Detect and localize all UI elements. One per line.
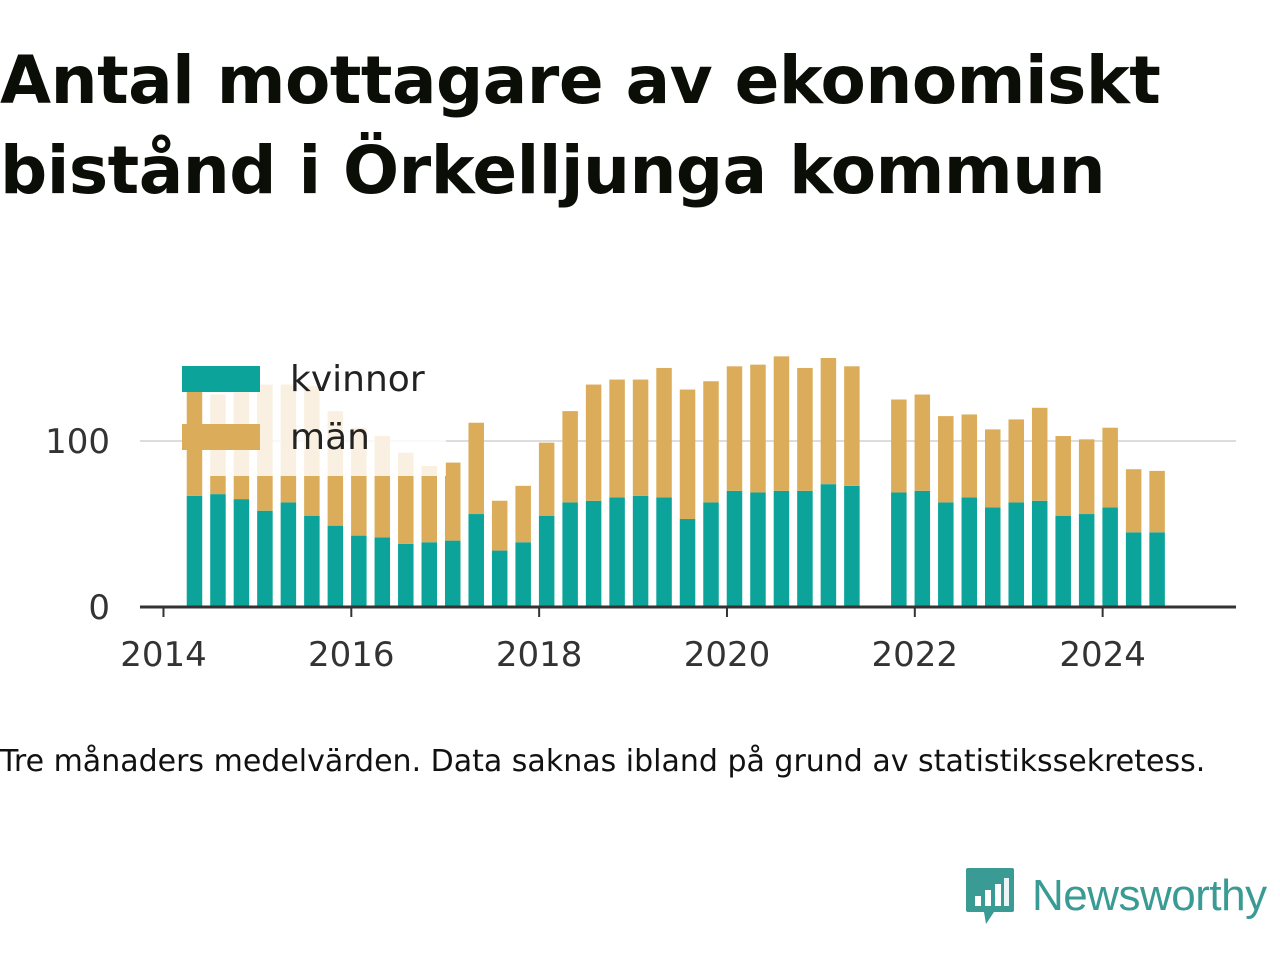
bar-kvinnor <box>186 495 203 607</box>
legend-swatch-man <box>182 424 260 450</box>
bar-man <box>1102 427 1118 508</box>
x-tick-label-2024: 2024 <box>1059 635 1146 675</box>
legend-label-kvinnor: kvinnor <box>290 359 425 400</box>
bar-kvinnor <box>421 542 438 607</box>
x-tick-label-2020: 2020 <box>684 635 771 675</box>
brand-name: Newsworthy <box>1032 871 1267 920</box>
x-tick-label-2022: 2022 <box>872 635 959 675</box>
legend-swatch-kvinnor <box>182 366 260 392</box>
bar-man <box>703 381 719 503</box>
bar-kvinnor <box>656 497 672 607</box>
x-tick-label-2016: 2016 <box>308 635 395 675</box>
bar-man <box>609 379 625 498</box>
bar-man <box>1149 470 1165 533</box>
bar-man <box>726 366 743 491</box>
bar-kvinnor <box>491 550 508 607</box>
bar-kvinnor <box>1031 500 1048 607</box>
legend-label-man: män <box>290 417 370 458</box>
bar-man <box>1031 407 1048 501</box>
bar-man <box>538 442 555 516</box>
bar-man <box>844 366 860 486</box>
newsworthy-logo: Newsworthy <box>964 864 1267 928</box>
bar-kvinnor <box>585 500 602 607</box>
bar-man <box>515 485 531 543</box>
bar-kvinnor <box>327 525 344 607</box>
bar-kvinnor <box>1102 507 1118 607</box>
y-tick-label-0: 0 <box>88 588 110 628</box>
bar-man <box>938 416 954 503</box>
bar-kvinnor <box>750 492 766 607</box>
bar-man <box>421 465 438 543</box>
newsworthy-bar-chart-icon <box>966 868 1014 924</box>
bar-man <box>773 356 790 491</box>
chart-title: Antal mottagare av ekonomiskt bistånd i … <box>0 42 1161 209</box>
bar-kvinnor <box>726 490 743 607</box>
bar-kvinnor <box>280 502 297 607</box>
bar-kvinnor <box>844 485 860 607</box>
bar-man <box>656 367 672 498</box>
bar-man <box>491 500 508 551</box>
bar-kvinnor <box>374 537 391 607</box>
bar-kvinnor <box>538 515 555 607</box>
bar-kvinnor <box>1149 532 1165 607</box>
bar-man <box>1078 439 1095 515</box>
bar-kvinnor <box>562 502 578 607</box>
x-tick-label-2014: 2014 <box>120 635 207 675</box>
bar-man <box>632 379 649 496</box>
bar-kvinnor <box>797 490 813 607</box>
bar-man <box>914 394 931 491</box>
bar-man <box>750 364 766 493</box>
bar-kvinnor <box>961 497 978 607</box>
bar-kvinnor <box>351 535 367 607</box>
bar-kvinnor <box>1008 502 1024 607</box>
bar-man <box>985 429 1001 508</box>
bar-kvinnor <box>304 515 320 607</box>
bar-kvinnor <box>703 502 719 607</box>
bar-man <box>679 389 696 520</box>
bar-man <box>468 422 484 515</box>
bar-chart: kvinnor män 2014 2016 2018 2020 2022 2024 0 100 <box>45 356 1236 675</box>
bar-kvinnor <box>398 543 414 607</box>
bar-kvinnor <box>257 510 273 607</box>
bar-kvinnor <box>938 502 954 607</box>
bar-man <box>444 462 461 541</box>
chart-note: Tre månaders medelvärden. Data saknas ib… <box>0 744 1206 779</box>
bar-kvinnor <box>891 492 907 607</box>
bar-kvinnor <box>210 494 226 607</box>
bar-man <box>1008 419 1024 503</box>
x-tick-label-2018: 2018 <box>496 635 583 675</box>
bar-kvinnor <box>444 540 461 607</box>
bar-man <box>1055 436 1071 516</box>
bar-man <box>891 399 907 493</box>
bar-kvinnor <box>820 484 837 607</box>
bar-kvinnor <box>1055 515 1071 607</box>
bar-kvinnor <box>679 519 696 607</box>
bar-kvinnor <box>1125 532 1142 607</box>
bar-man <box>961 414 978 498</box>
bar-kvinnor <box>233 499 250 607</box>
axes: 2014 2016 2018 2020 2022 2024 0 100 <box>45 422 1236 675</box>
bar-kvinnor <box>468 514 484 607</box>
bar-kvinnor <box>515 542 531 607</box>
bar-kvinnor <box>609 497 625 607</box>
bar-man <box>820 358 837 485</box>
bar-kvinnor <box>632 495 649 607</box>
bar-man <box>797 367 813 491</box>
bar-man <box>562 411 578 503</box>
y-tick-label-100: 100 <box>45 422 110 462</box>
legend: kvinnor män <box>182 359 446 476</box>
bar-man <box>585 384 602 501</box>
bar-kvinnor <box>914 490 931 607</box>
bar-man <box>1125 469 1142 533</box>
bar-kvinnor <box>985 507 1001 607</box>
bar-kvinnor <box>773 490 790 607</box>
bar-kvinnor <box>1078 514 1095 607</box>
